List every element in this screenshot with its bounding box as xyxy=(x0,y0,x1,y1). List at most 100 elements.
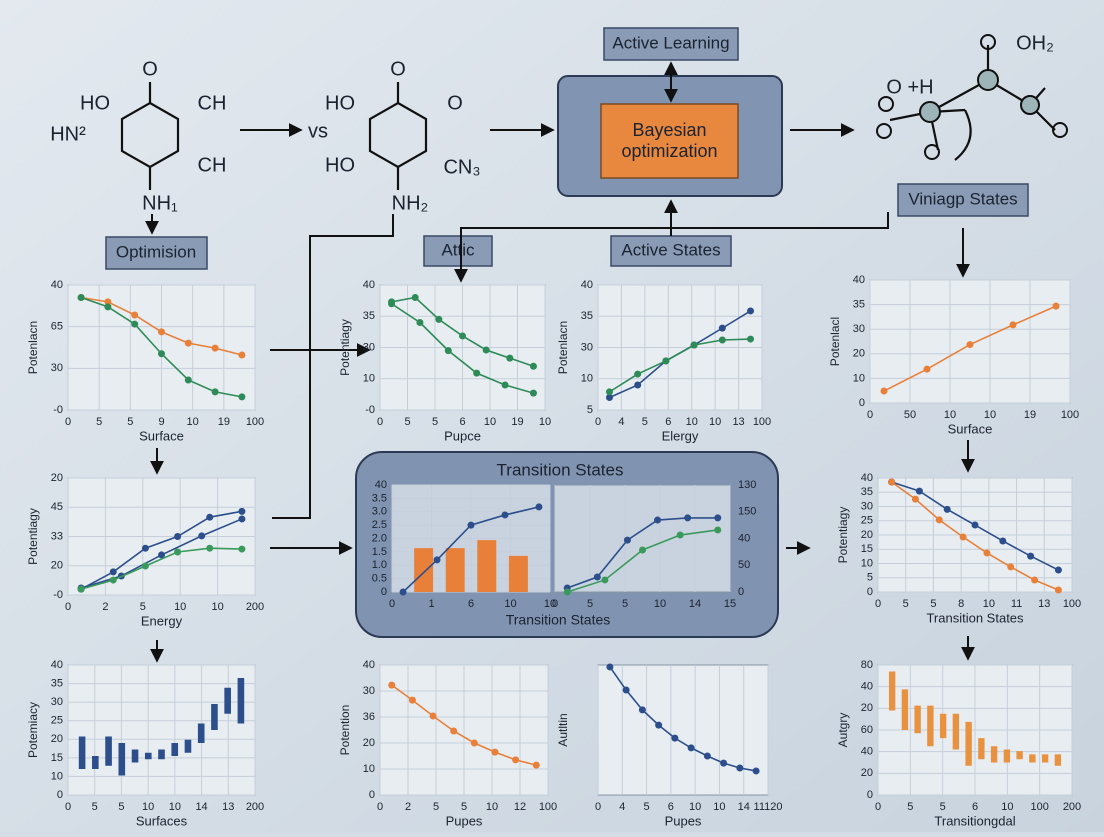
x-tick-label: 19 xyxy=(218,416,230,428)
x-tick-label: 19 xyxy=(511,416,523,428)
point xyxy=(482,346,490,354)
x-tick-label: 5 xyxy=(92,801,98,813)
y-tick-label: 15 xyxy=(861,543,873,555)
y-tick-label: 40 xyxy=(861,746,873,758)
y-tick-label: 0 xyxy=(859,397,865,409)
point xyxy=(718,336,726,344)
x-tick-label: 100 xyxy=(1063,598,1081,610)
y-tick-label: 10 xyxy=(363,373,375,385)
point xyxy=(411,294,419,301)
x-tick-label: 11120 xyxy=(754,801,783,813)
node-label: Viniagp States xyxy=(908,189,1017,208)
y-tick-label: 40 xyxy=(51,279,63,291)
x-tick-label: 10 xyxy=(187,416,199,428)
x-tick-label: 0 xyxy=(377,801,383,813)
point xyxy=(211,344,219,352)
atom-label: O xyxy=(142,58,158,80)
x-tick-label: 5 xyxy=(940,801,946,813)
x-tick-label: 100 xyxy=(539,801,557,813)
x-tick-label: 10 xyxy=(654,598,666,610)
y-tick-label: 40 xyxy=(861,472,873,484)
node-label: Bayesian optimization xyxy=(621,120,718,161)
series-line xyxy=(80,547,242,590)
point xyxy=(416,319,424,326)
y-tick-label: 0.5 xyxy=(372,573,387,585)
point xyxy=(662,357,670,365)
y-tick-label: 20 xyxy=(853,348,865,360)
panel-axis-label: Transition States xyxy=(506,612,611,628)
range-bar xyxy=(990,746,998,763)
y-tick-label: 10 xyxy=(51,770,63,782)
point xyxy=(77,585,85,593)
point xyxy=(639,546,646,554)
x-axis-label: Pupes xyxy=(446,813,483,828)
range-bar xyxy=(105,736,112,766)
point xyxy=(671,734,679,742)
x-axis-label: Surface xyxy=(948,421,993,436)
point xyxy=(238,393,246,401)
y2-tick-label: 50 xyxy=(738,559,750,571)
y-tick-label: 20 xyxy=(51,472,63,484)
y-axis-label: Potentiagy xyxy=(836,507,850,564)
x-tick-label: 100 xyxy=(1030,801,1048,813)
x-tick-label: 5 xyxy=(118,801,124,813)
bar xyxy=(414,548,434,592)
y-tick-label: 45 xyxy=(51,501,63,513)
point xyxy=(141,562,149,570)
y-tick-label: -0 xyxy=(365,404,375,416)
atom-label: HN² xyxy=(50,123,86,145)
x-tick-label: 10 xyxy=(486,801,498,813)
x-tick-label: 14 xyxy=(195,801,207,813)
x-tick-label: 10 xyxy=(142,801,154,813)
x-tick-label: 10 xyxy=(544,598,556,610)
x-tick-label: 6 xyxy=(459,416,465,428)
point xyxy=(238,545,246,553)
y-tick-label: 36 xyxy=(363,711,375,723)
range-bar xyxy=(1003,749,1011,763)
point xyxy=(1027,552,1035,560)
point xyxy=(388,300,396,308)
point xyxy=(238,507,246,515)
point xyxy=(971,521,979,529)
point xyxy=(435,315,443,323)
range-bar xyxy=(144,752,152,760)
y-tick-label: 35 xyxy=(363,310,375,322)
range-bar xyxy=(197,723,205,743)
y-axis-label: Potemiacy xyxy=(26,702,40,758)
x-tick-label: 1 xyxy=(428,598,434,610)
series-line xyxy=(391,684,537,766)
x-tick-label: 5 xyxy=(644,801,650,813)
point xyxy=(563,588,571,596)
point xyxy=(104,303,112,311)
y-tick-label: 10 xyxy=(581,373,593,385)
point xyxy=(184,376,192,384)
point xyxy=(450,727,458,735)
x-tick-label: 10 xyxy=(983,598,995,610)
range-bar xyxy=(78,736,86,769)
y-tick-label: 20 xyxy=(51,560,63,572)
molecule-3 xyxy=(876,34,1068,161)
x-axis-label: Surfaces xyxy=(136,813,188,828)
point xyxy=(473,369,481,377)
point xyxy=(718,324,726,332)
point xyxy=(747,335,755,343)
x-tick-label: 4 xyxy=(619,801,625,813)
x-tick-label: 6 xyxy=(972,801,978,813)
range-bar xyxy=(914,705,921,734)
point xyxy=(703,752,711,760)
x-tick-label: 14 xyxy=(689,598,701,610)
point xyxy=(999,537,1007,545)
point xyxy=(206,513,214,521)
point xyxy=(888,478,896,486)
x-tick-label: 0 xyxy=(875,598,881,610)
point xyxy=(634,370,642,378)
y-tick-label: 2.5 xyxy=(372,519,387,531)
y-tick-label: 40 xyxy=(375,479,387,491)
y-tick-label: 35 xyxy=(51,677,63,689)
point xyxy=(408,696,416,704)
point xyxy=(198,532,206,540)
point xyxy=(158,328,165,336)
point xyxy=(109,568,117,576)
x-tick-label: 5 xyxy=(140,601,146,613)
atom-label: HO xyxy=(325,92,355,114)
